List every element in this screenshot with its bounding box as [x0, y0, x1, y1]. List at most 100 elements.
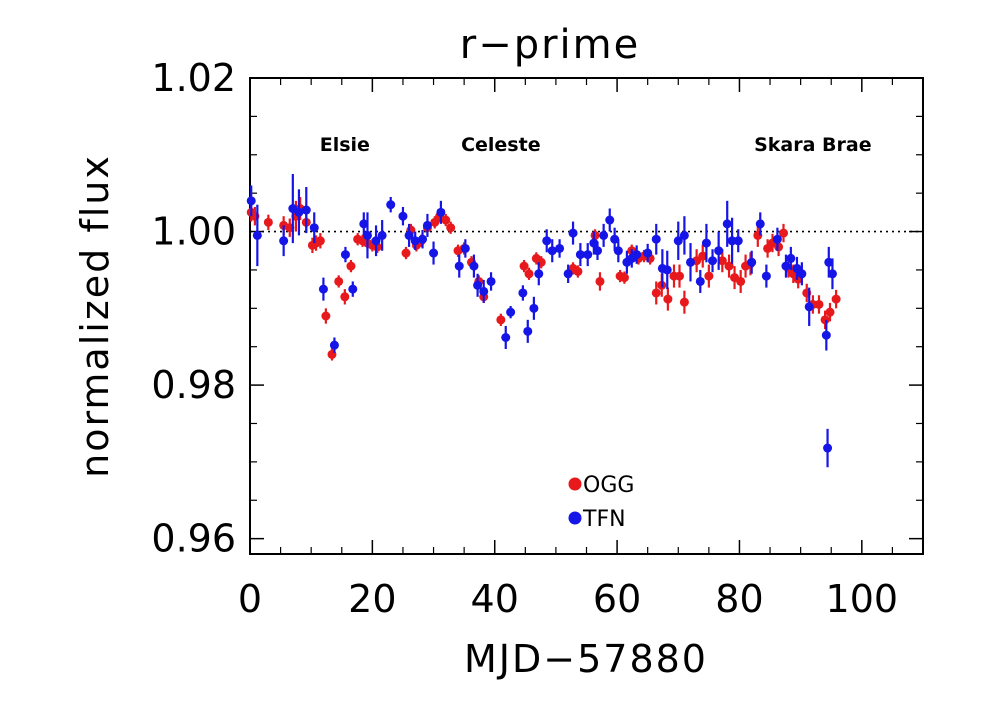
data-point	[446, 223, 456, 233]
data-point	[651, 288, 661, 298]
data-point	[674, 271, 684, 281]
data-point	[246, 196, 256, 206]
data-point	[479, 286, 489, 296]
data-point	[781, 261, 791, 271]
data-point	[518, 288, 528, 298]
data-point	[575, 250, 585, 260]
data-point	[524, 269, 534, 279]
data-point	[610, 234, 620, 244]
data-point	[747, 257, 757, 267]
data-point	[441, 215, 451, 225]
x-tick-label: 100	[826, 577, 899, 621]
data-point	[686, 257, 696, 267]
data-point	[315, 236, 325, 246]
data-point	[824, 257, 834, 267]
annotation-label: Celeste	[461, 134, 541, 156]
data-point	[529, 303, 539, 313]
x-tick-label: 40	[471, 577, 519, 621]
legend-label: OGG	[583, 473, 634, 498]
data-point	[430, 217, 440, 227]
data-point	[619, 273, 629, 283]
annotation-label: Elsie	[320, 134, 370, 156]
data-point	[573, 266, 583, 276]
data-point	[774, 242, 784, 252]
data-point	[359, 219, 369, 229]
data-point	[486, 276, 496, 286]
data-point	[797, 269, 807, 279]
annotation-label: Skara Brae	[754, 134, 872, 156]
data-point	[279, 236, 289, 246]
data-point	[318, 284, 328, 294]
x-tick-label: 20	[348, 577, 396, 621]
data-point	[814, 299, 824, 309]
data-point	[733, 236, 743, 246]
data-point	[599, 230, 609, 240]
data-point	[386, 200, 396, 210]
series-tfn	[246, 173, 837, 468]
data-point	[563, 269, 573, 279]
data-point	[460, 243, 470, 253]
data-point	[410, 236, 420, 246]
x-tick-label: 80	[715, 577, 763, 621]
data-point	[722, 219, 732, 229]
data-point	[418, 234, 428, 244]
legend-label: TFN	[582, 507, 626, 532]
x-tick-label: 0	[238, 577, 262, 621]
y-tick-label: 1.02	[151, 56, 236, 100]
data-point	[321, 311, 331, 321]
data-point	[568, 228, 578, 238]
data-point	[643, 248, 653, 258]
data-point	[708, 256, 718, 266]
data-point	[679, 297, 689, 307]
data-point	[329, 340, 339, 350]
data-point	[605, 215, 615, 225]
data-point	[679, 230, 689, 240]
data-point	[496, 315, 506, 325]
data-point	[547, 246, 557, 256]
data-point	[519, 261, 529, 271]
data-point	[583, 250, 593, 260]
data-point	[831, 294, 841, 304]
data-point	[704, 271, 714, 281]
data-point	[595, 276, 605, 286]
data-point	[695, 276, 705, 286]
data-point	[714, 246, 724, 256]
data-point	[334, 276, 344, 286]
data-point	[401, 248, 411, 258]
data-point	[717, 256, 727, 266]
data-point	[724, 261, 734, 271]
data-point	[371, 236, 381, 246]
data-point	[436, 207, 446, 217]
data-point	[761, 271, 771, 281]
data-point	[804, 302, 814, 312]
data-point	[772, 234, 782, 244]
data-point	[340, 250, 350, 260]
chart-title: r−prime	[460, 22, 640, 68]
data-point	[501, 332, 511, 342]
data-point	[362, 230, 372, 240]
data-point	[398, 211, 408, 221]
data-point	[823, 443, 833, 453]
data-point	[593, 246, 603, 256]
legend-marker	[568, 477, 582, 491]
data-point	[473, 280, 483, 290]
data-point	[825, 307, 835, 317]
data-point	[755, 219, 765, 229]
data-point	[662, 265, 672, 275]
data-point	[404, 230, 414, 240]
data-point	[263, 217, 273, 227]
legend-marker	[568, 511, 582, 525]
data-point	[506, 307, 516, 317]
data-point	[663, 294, 673, 304]
data-point	[429, 248, 439, 258]
data-point	[294, 207, 304, 217]
data-point	[346, 261, 356, 271]
data-point	[673, 236, 683, 246]
y-tick-label: 0.96	[151, 517, 236, 561]
y-tick-label: 1.00	[151, 210, 236, 254]
data-point	[252, 230, 262, 240]
data-point	[589, 238, 599, 248]
data-point	[779, 228, 789, 238]
data-point	[377, 230, 387, 240]
